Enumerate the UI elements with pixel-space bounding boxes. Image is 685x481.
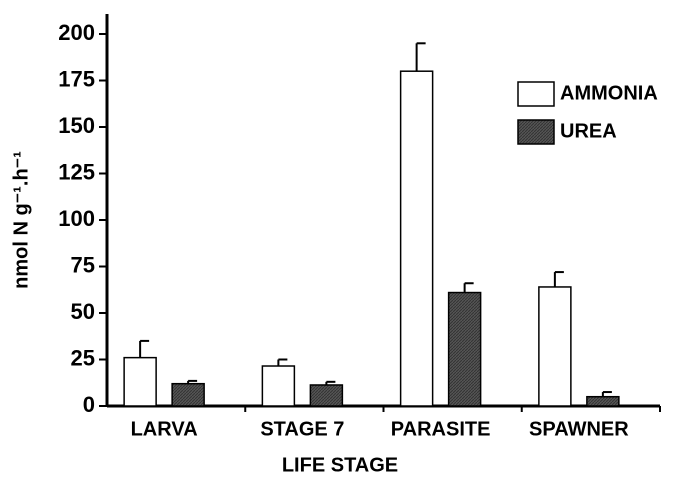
x-tick-label: LARVA [131, 418, 198, 440]
y-tick-label: 100 [58, 206, 95, 231]
y-tick-label: 150 [58, 113, 95, 138]
y-tick-label: 50 [71, 299, 95, 324]
bar [538, 286, 572, 407]
bar [447, 291, 482, 407]
y-tick-label: 75 [71, 252, 95, 277]
bar [309, 384, 344, 407]
legend-swatch [517, 81, 555, 107]
bar [261, 365, 296, 407]
bar [399, 70, 434, 407]
legend-label: AMMONIA [560, 82, 658, 104]
bar [123, 356, 157, 407]
bar [586, 395, 620, 407]
x-axis-label: LIFE STAGE [282, 454, 398, 476]
legend-label: UREA [560, 120, 617, 142]
y-tick-label: 25 [71, 345, 95, 370]
x-tick-label: PARASITE [391, 418, 491, 440]
y-tick-label: 125 [58, 159, 95, 184]
x-tick-label: SPAWNER [529, 418, 629, 440]
x-tick-label: STAGE 7 [260, 418, 344, 440]
y-tick-label: 0 [83, 392, 95, 417]
y-axis-label: nmol N g⁻¹.h⁻¹ [10, 151, 32, 289]
legend-swatch [517, 119, 555, 145]
y-tick-label: 175 [58, 66, 95, 91]
bar [171, 382, 205, 407]
y-tick-label: 200 [58, 20, 95, 45]
